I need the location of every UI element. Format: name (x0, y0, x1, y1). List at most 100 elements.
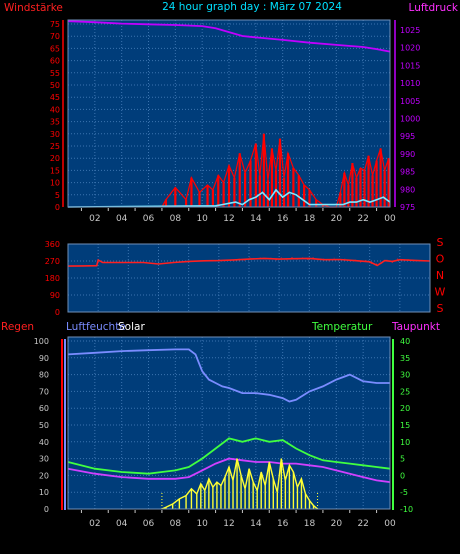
time-tick-16: 16 (277, 519, 289, 529)
humidity-tick-50: 50 (39, 421, 49, 430)
time-tick-12: 12 (223, 519, 234, 529)
humidity-temperature-panel: 0 10 20 30 40 50 60 70 80 90 100 -10 -5 0 5 10 15 20 25 30… (34, 336, 413, 529)
wind-tick-50: 50 (50, 81, 60, 90)
humidity-line (67, 348, 390, 403)
chart-title: 24 hour graph day : März 07 2024 (162, 1, 342, 13)
humidity-tick-20: 20 (39, 471, 49, 480)
humidity-tick-0: 0 (44, 505, 49, 514)
wind-tick-15: 15 (50, 166, 60, 175)
wind-tick-0: 0 (55, 203, 60, 212)
wind-pressure-series (67, 20, 391, 208)
temperature-tick-40: 40 (400, 337, 410, 346)
gust-line (67, 188, 391, 208)
humidity-axis-ticks: 0 10 20 30 40 50 60 70 80 90 100 (34, 337, 49, 514)
wind-tick-30: 30 (50, 130, 60, 139)
wind-tick-5: 5 (55, 191, 60, 200)
time-tick-02: 02 (89, 519, 100, 529)
compass-label-W-3: W (435, 286, 446, 299)
wind-tick-25: 25 (50, 142, 60, 151)
humidity-tick-100: 100 (34, 337, 49, 346)
time-axis-ticks-bottom: 02 04 06 08 10 12 14 16 18 20 22 00 (80, 510, 396, 529)
pressure-tick-1010: 1010 (400, 79, 420, 88)
temperature-tick-25: 25 (400, 387, 410, 396)
pressure-axis-title: Luftdruck (409, 2, 459, 14)
temperature-tick-10: 10 (400, 438, 410, 447)
compass-label-O-1: O (436, 253, 445, 266)
pressure-axis-ticks: 975 980 985 990 995 1000 1005 1010 1015 1020 1025 (394, 20, 420, 212)
solar-label: Solar (118, 321, 145, 333)
time-tick-00: 00 (384, 519, 396, 529)
wind-axis-title: Windstärke (4, 2, 63, 14)
wind-tick-60: 60 (50, 57, 60, 66)
compass-label-S-4: S (437, 302, 444, 315)
pressure-tick-995: 995 (400, 132, 415, 141)
time-tick-16: 16 (277, 214, 289, 224)
pressure-tick-1000: 1000 (400, 115, 420, 124)
time-axis-ticks-top: 02 04 06 08 10 12 14 16 18 20 22 00 (80, 208, 396, 224)
direction-axis-ticks: 0 90 180 270 360 (45, 240, 60, 317)
wind-tick-35: 35 (50, 118, 60, 127)
direction-tick-180: 180 (45, 274, 60, 283)
humidity-tick-70: 70 (39, 387, 49, 396)
temperature-tick-0: 0 (400, 471, 405, 480)
direction-tick-0: 0 (55, 308, 60, 317)
wind-axis-ticks: 0 5 10 15 20 25 30 35 40 45 50 55 60 65 70 75 (50, 20, 64, 212)
pressure-tick-980: 980 (400, 185, 415, 194)
pressure-tick-1015: 1015 (400, 61, 420, 70)
time-tick-06: 06 (143, 214, 155, 224)
time-tick-08: 08 (170, 519, 182, 529)
direction-tick-270: 270 (45, 257, 60, 266)
temperature-axis-ticks: -10 -5 0 5 10 15 20 25 30 35 40 (400, 337, 413, 514)
time-tick-10: 10 (196, 214, 208, 224)
time-tick-04: 04 (116, 214, 128, 224)
wind-tick-55: 55 (50, 69, 60, 78)
time-tick-14: 14 (250, 214, 262, 224)
pressure-tick-1005: 1005 (400, 97, 420, 106)
temperature-tick-5: 5 (400, 455, 405, 464)
pressure-tick-975: 975 (400, 203, 415, 212)
temperature-label: Temperatur (311, 321, 373, 333)
time-tick-14: 14 (250, 519, 262, 529)
dewpoint-label: Taupunkt (391, 321, 440, 333)
time-tick-18: 18 (304, 214, 316, 224)
time-tick-22: 22 (357, 519, 368, 529)
humidity-label: Luftfeuchte (66, 321, 126, 333)
wind-speed-line (161, 133, 390, 208)
solar-line (161, 458, 319, 510)
direction-tick-90: 90 (50, 291, 60, 300)
wind-direction-line (67, 257, 431, 267)
pressure-tick-1025: 1025 (400, 26, 420, 35)
time-tick-00: 00 (384, 214, 396, 224)
pressure-tick-990: 990 (400, 150, 415, 159)
temperature-tick-15: 15 (400, 421, 410, 430)
humidity-tick-30: 30 (39, 455, 49, 464)
time-tick-02: 02 (89, 214, 100, 224)
temperature-tick-35: 35 (400, 354, 410, 363)
humidity-tick-90: 90 (39, 354, 49, 363)
time-tick-18: 18 (304, 519, 316, 529)
rain-label: Regen (1, 321, 34, 333)
solar-series (161, 458, 319, 510)
compass-label-N-2: N (436, 269, 444, 282)
wind-tick-65: 65 (50, 44, 60, 53)
time-tick-22: 22 (357, 214, 368, 224)
temperature-line (67, 437, 391, 475)
humidity-temperature-series (67, 348, 391, 510)
temperature-tick--5: -5 (400, 488, 408, 497)
pressure-line (67, 20, 391, 53)
wind-tick-70: 70 (50, 32, 60, 41)
humidity-tick-40: 40 (39, 438, 49, 447)
temperature-tick--10: -10 (400, 505, 413, 514)
time-tick-06: 06 (143, 519, 155, 529)
pressure-tick-985: 985 (400, 168, 415, 177)
dewpoint-line (67, 457, 391, 483)
humidity-tick-80: 80 (39, 371, 49, 380)
wind-tick-75: 75 (50, 20, 60, 29)
wind-tick-45: 45 (50, 93, 60, 102)
humidity-tick-60: 60 (39, 404, 49, 413)
direction-tick-360: 360 (45, 240, 60, 249)
